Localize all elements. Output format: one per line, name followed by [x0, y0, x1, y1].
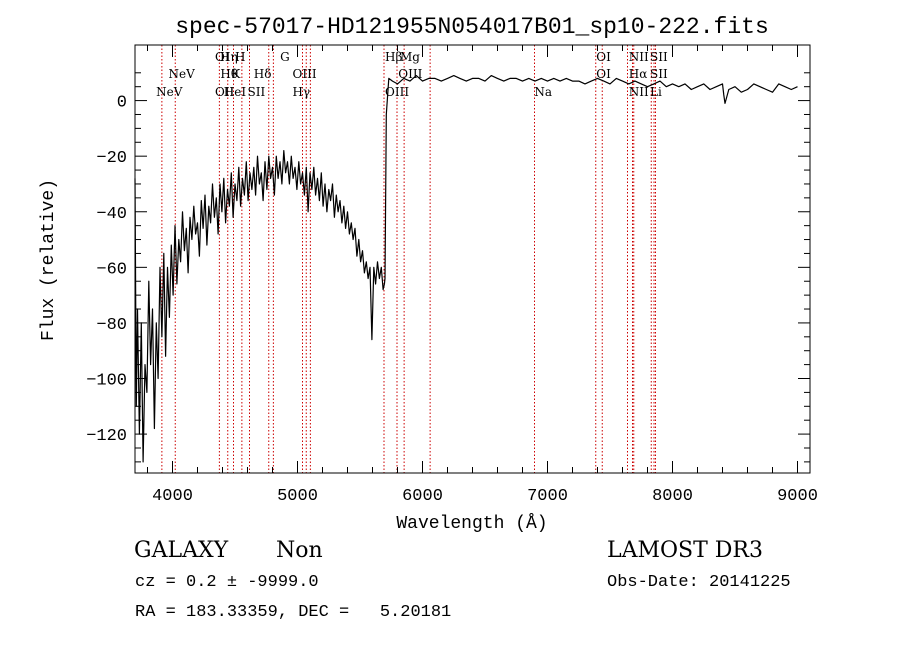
line-label-7: K	[231, 67, 241, 81]
x-axis-label: Wavelength (Å)	[396, 513, 547, 534]
spectrum-series	[134, 74, 798, 463]
line-label-9: SII	[248, 85, 266, 99]
y-tick-label-6: −120	[86, 427, 127, 446]
line-label-19: OI	[596, 50, 611, 64]
line-label-6: HeI	[224, 85, 247, 99]
y-tick-label-1: −20	[96, 149, 127, 168]
line-label-12: OIII	[293, 67, 317, 81]
object-class: GALAXY	[134, 538, 229, 563]
line-label-24: SII	[650, 50, 668, 64]
y-axis-label: Flux (relative)	[39, 179, 59, 341]
y-tick-label-2: −40	[96, 205, 127, 224]
line-label-16: OIII	[398, 67, 422, 81]
axes: 4000 5000 6000 7000 8000 9000 0 −20 −40 −60 −80 −10…	[86, 45, 818, 506]
x-tick-label-2: 6000	[402, 487, 443, 506]
line-label-14: Hβ	[385, 50, 402, 64]
emission-line-markers	[161, 45, 656, 473]
survey-name: LAMOST DR3	[607, 538, 763, 563]
y-tick-label-3: −60	[96, 260, 127, 279]
line-label-26: Li	[650, 85, 662, 99]
y-tick-label-5: −100	[86, 372, 127, 391]
x-tick-label-4: 8000	[652, 487, 693, 506]
line-label-11: G	[280, 50, 290, 64]
line-label-3: OI	[215, 50, 230, 64]
line-label-20: OI	[596, 67, 611, 81]
y-tick-label-0: 0	[117, 94, 127, 113]
obs-date: Obs-Date: 20141225	[607, 573, 791, 592]
line-label-17: Mg	[400, 50, 420, 64]
line-label-13: Hγ	[293, 85, 311, 99]
line-label-25: SII	[650, 67, 668, 81]
redshift-cz: cz = 0.2 ± -9999.0	[135, 573, 319, 592]
x-tick-label-3: 7000	[527, 487, 568, 506]
plot-frame	[134, 44, 811, 474]
x-tick-label-1: 5000	[277, 487, 318, 506]
y-tick-label-4: −80	[96, 316, 127, 335]
line-label-5: Hθ	[220, 67, 238, 81]
emission-line-labels: NeVNeVOIIOIHηHθHeIKHSIIHδGOIIIHγHβOIIIOI…	[156, 50, 668, 99]
line-label-22: Hα	[629, 67, 648, 81]
line-label-8: H	[235, 50, 245, 64]
line-label-10: Hδ	[254, 67, 272, 81]
chart-title: spec-57017-HD121955N054017B01_sp10-222.f…	[175, 14, 769, 40]
line-label-4: Hη	[220, 50, 238, 64]
object-subclass: Non	[276, 538, 323, 563]
line-label-23: NII	[629, 85, 649, 99]
line-label-2: OII	[215, 85, 235, 99]
line-label-15: OIII	[385, 85, 409, 99]
line-label-0: NeV	[156, 85, 183, 99]
line-label-21: NII	[629, 50, 649, 64]
line-label-18: Na	[534, 85, 552, 99]
x-tick-label-5: 9000	[777, 487, 818, 506]
series-line-spectrum	[134, 74, 798, 463]
coordinates: RA = 183.33359, DEC = 5.20181	[135, 603, 452, 622]
line-label-1: NeV	[169, 67, 196, 81]
x-tick-label-0: 4000	[152, 487, 193, 506]
